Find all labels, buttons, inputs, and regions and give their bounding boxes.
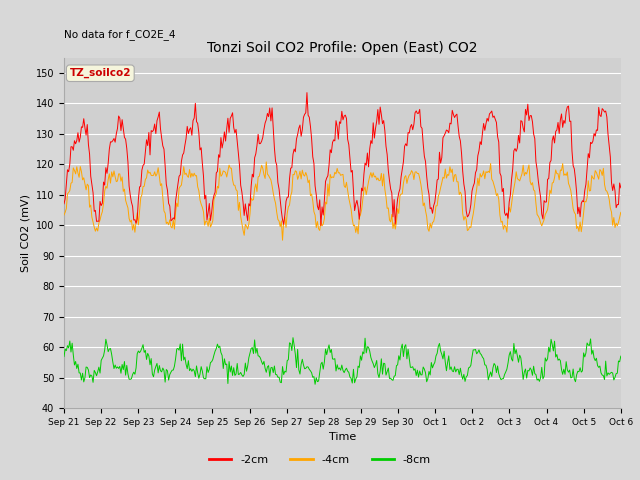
Line: -4cm: -4cm [64, 162, 621, 240]
-2cm [234, 138, 241, 144]
-8cm [311, 382, 319, 387]
-4cm [401, 174, 408, 180]
-4cm [472, 194, 479, 200]
-8cm [296, 371, 304, 377]
-2cm [617, 185, 625, 191]
-2cm [60, 201, 68, 207]
Text: No data for f_CO2E_4: No data for f_CO2E_4 [64, 30, 175, 40]
-2cm [317, 223, 324, 228]
-2cm [401, 144, 408, 149]
-2cm [303, 90, 311, 96]
-8cm [568, 374, 576, 380]
-8cm [289, 335, 297, 340]
-4cm [262, 159, 270, 165]
Line: -2cm: -2cm [64, 93, 621, 226]
-4cm [374, 175, 381, 181]
-8cm [401, 344, 408, 349]
-4cm [568, 196, 576, 202]
-2cm [374, 107, 381, 112]
Legend: -2cm, -4cm, -8cm: -2cm, -4cm, -8cm [204, 451, 436, 469]
-2cm [295, 125, 303, 131]
-8cm [234, 360, 241, 366]
Text: TZ_soilco2: TZ_soilco2 [70, 68, 131, 78]
-8cm [374, 371, 381, 377]
Y-axis label: Soil CO2 (mV): Soil CO2 (mV) [20, 194, 30, 272]
-4cm [278, 237, 286, 243]
-4cm [60, 212, 68, 218]
-2cm [568, 148, 576, 154]
-4cm [617, 209, 625, 215]
-8cm [617, 353, 625, 359]
-8cm [472, 347, 479, 352]
X-axis label: Time: Time [329, 432, 356, 442]
Title: Tonzi Soil CO2 Profile: Open (East) CO2: Tonzi Soil CO2 Profile: Open (East) CO2 [207, 41, 477, 55]
Line: -8cm: -8cm [64, 337, 621, 384]
-2cm [472, 170, 479, 176]
-8cm [60, 354, 68, 360]
-4cm [298, 176, 305, 182]
-4cm [234, 188, 241, 194]
